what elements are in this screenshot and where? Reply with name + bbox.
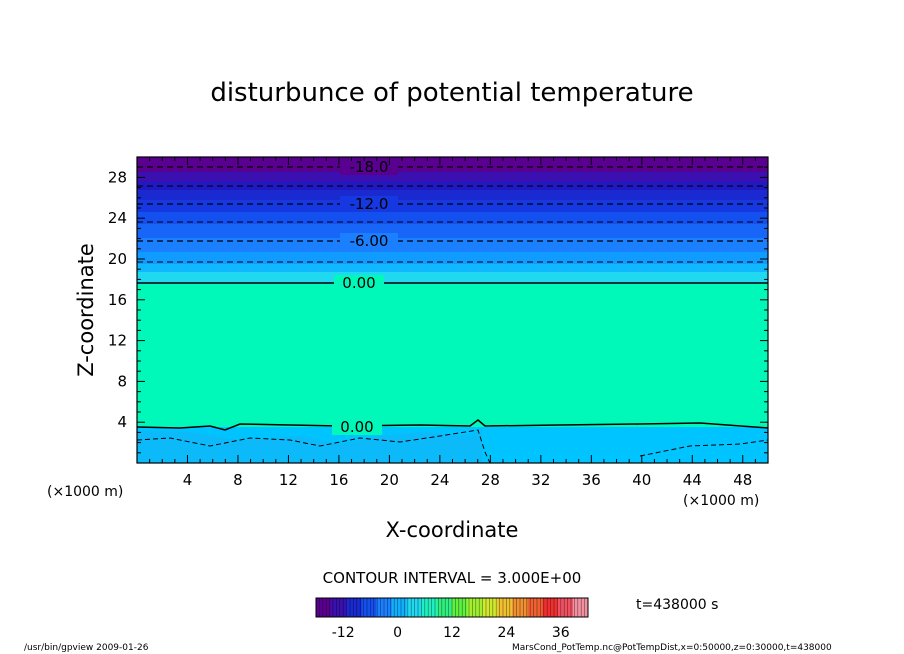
x-unit-right: (×1000 m) <box>683 493 759 509</box>
colorbar-swatch <box>467 598 483 617</box>
colorbar-tick-label: 0 <box>393 625 402 641</box>
y-tick-label: 4 <box>117 413 127 431</box>
x-tick-label: 32 <box>531 471 550 489</box>
contour-lines <box>136 166 769 464</box>
colorbar <box>315 597 589 618</box>
x-tick-label: 4 <box>183 471 193 489</box>
colorbar-swatch <box>572 598 589 617</box>
colorbar-swatch <box>361 598 377 617</box>
contour-label: -18.0 <box>350 158 389 176</box>
contour-line <box>136 429 491 464</box>
colorbar-tick-label: 12 <box>443 625 461 641</box>
colorbar-swatch <box>436 598 453 617</box>
chart-title: disturbunce of potential temperature <box>210 78 693 108</box>
y-tick-label: 24 <box>108 209 127 227</box>
colorbar-tick-label: -12 <box>332 625 355 641</box>
x-tick-label: 16 <box>329 471 348 489</box>
x-tick-label: 44 <box>683 471 702 489</box>
y-tick-label: 28 <box>108 168 127 186</box>
y-tick-label: 12 <box>108 332 127 350</box>
y-tick-label: 16 <box>108 291 127 309</box>
colorbar-frame <box>315 597 589 618</box>
contour-line <box>136 419 769 431</box>
footer-left: /usr/bin/gpview 2009-01-26 <box>24 643 149 653</box>
colorbar-ticks: -12 0 12 24 36 <box>332 625 570 641</box>
x-tick-label: 8 <box>233 471 243 489</box>
x-axis-label: X-coordinate <box>386 518 519 542</box>
y-tick-label: 20 <box>108 250 127 268</box>
x-tick-label: 28 <box>481 471 500 489</box>
x-tick-label: 12 <box>279 471 298 489</box>
footer-right: MarsCond_PotTemp.nc@PotTempDist,x=0:5000… <box>512 643 832 653</box>
colorbar-tick-label: 36 <box>552 625 570 641</box>
x-unit-left: (×1000 m) <box>47 484 123 500</box>
y-axis-label: Z-coordinate <box>74 243 98 377</box>
contour-label: -12.0 <box>350 195 389 213</box>
colorbar-swatch <box>452 598 468 617</box>
contour-label: 0.00 <box>340 418 373 436</box>
contour-line <box>639 439 769 457</box>
y-tick-label: 8 <box>117 372 127 390</box>
x-tick-label: 20 <box>380 471 399 489</box>
colorbar-swatch <box>527 598 544 617</box>
colorbar-swatch <box>482 598 498 617</box>
time-label: t=438000 s <box>636 597 718 613</box>
colorbar-swatch <box>421 598 438 617</box>
colorbar-swatch <box>497 598 513 617</box>
colorbar-swatch <box>557 598 574 617</box>
x-tick-label: 36 <box>582 471 601 489</box>
colorbar-swatch <box>346 598 362 617</box>
contour-labels: -18.0 -12.0 -6.00 0.00 0.00 <box>332 158 398 436</box>
x-tick-label: 24 <box>430 471 449 489</box>
colorbar-tick-label: 24 <box>497 625 515 641</box>
colorbar-swatch <box>391 598 408 617</box>
colorbar-swatch <box>316 598 332 617</box>
contour-label: 0.00 <box>342 274 375 292</box>
x-tick-label: 40 <box>632 471 651 489</box>
contour-field <box>137 157 768 463</box>
contour-label: -6.00 <box>350 232 389 250</box>
x-tick-label: 48 <box>733 471 752 489</box>
colorbar-swatch <box>331 598 347 617</box>
contour-interval: CONTOUR INTERVAL = 3.000E+00 <box>323 569 582 587</box>
